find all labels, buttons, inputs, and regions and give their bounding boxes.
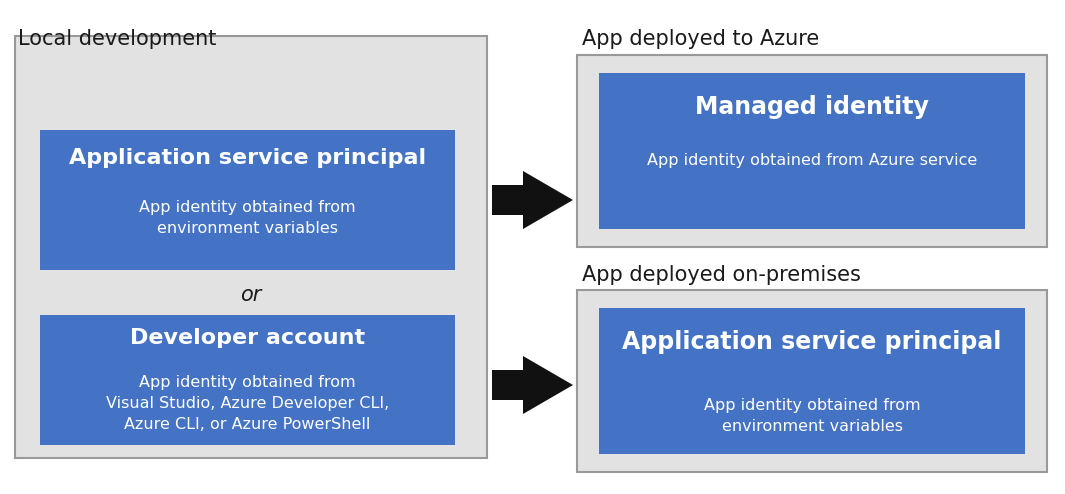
Text: or: or [241, 285, 262, 305]
Text: App deployed on-premises: App deployed on-premises [581, 265, 861, 285]
Text: Local development: Local development [18, 29, 216, 49]
Bar [15, 36, 487, 458]
Text: Managed identity: Managed identity [695, 95, 929, 119]
Text: App identity obtained from
environment variables: App identity obtained from environment v… [140, 200, 356, 236]
Text: Developer account: Developer account [130, 328, 365, 348]
Text: Application service principal: Application service principal [69, 148, 426, 168]
Bar [40, 130, 455, 270]
Text: Application service principal: Application service principal [622, 330, 1002, 354]
Bar [577, 55, 1047, 247]
Bar [577, 290, 1047, 472]
Bar [599, 73, 1025, 229]
Text: App identity obtained from
Visual Studio, Azure Developer CLI,
Azure CLI, or Azu: App identity obtained from Visual Studio… [105, 375, 389, 432]
Bar [599, 308, 1025, 454]
Polygon shape [492, 356, 573, 414]
Bar [40, 315, 455, 445]
Polygon shape [492, 171, 573, 229]
Text: App identity obtained from Azure service: App identity obtained from Azure service [646, 153, 977, 168]
Text: App deployed to Azure: App deployed to Azure [581, 29, 819, 49]
Text: App identity obtained from
environment variables: App identity obtained from environment v… [704, 398, 920, 434]
